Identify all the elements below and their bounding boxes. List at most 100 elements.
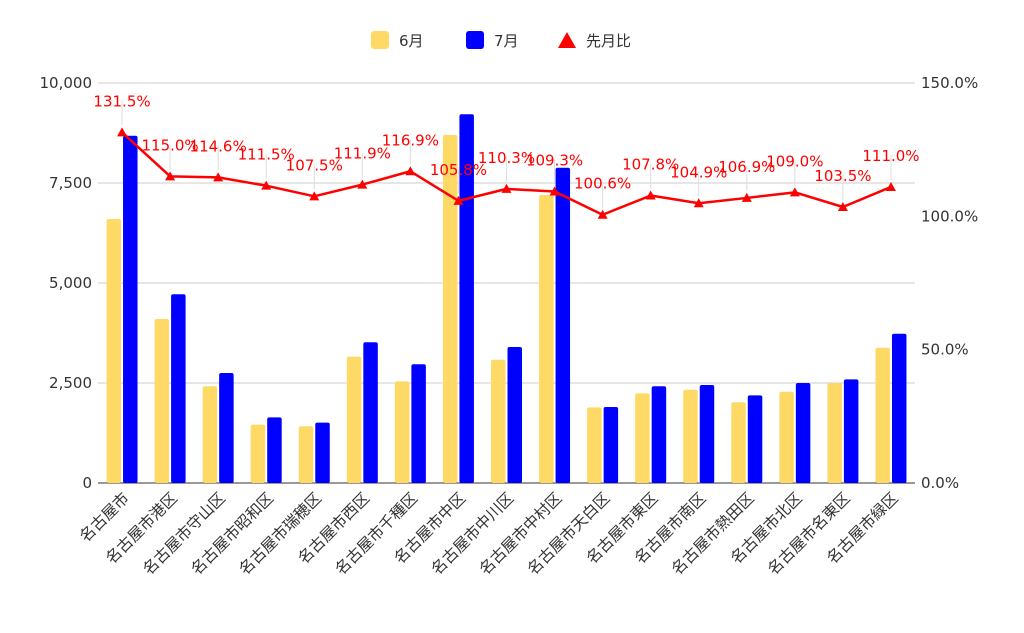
bar-july bbox=[843, 379, 859, 483]
ratio-marker bbox=[165, 171, 176, 181]
gridlines bbox=[98, 82, 915, 484]
bar-july bbox=[891, 333, 907, 483]
left-tick-label: 7,500 bbox=[49, 174, 92, 192]
legend-swatch-june bbox=[371, 31, 389, 49]
bar-july bbox=[507, 347, 522, 483]
x-axis-labels: 名古屋市名古屋市港区名古屋市守山区名古屋市昭和区名古屋市瑞穂区名古屋市西区名古屋… bbox=[76, 489, 902, 578]
x-tick-label: 名古屋市千種区 bbox=[332, 489, 421, 578]
bar-july bbox=[555, 167, 571, 484]
ratio-marker bbox=[213, 172, 224, 182]
bar-june bbox=[827, 383, 842, 483]
ratio-data-label: 116.9% bbox=[382, 131, 439, 149]
ratio-marker bbox=[789, 187, 800, 197]
bar-june bbox=[635, 393, 650, 483]
bar-july bbox=[699, 385, 715, 483]
right-tick-label: 50.0% bbox=[921, 341, 969, 359]
bar-july bbox=[795, 383, 811, 483]
bar-july bbox=[603, 407, 619, 483]
ratio-marker bbox=[645, 190, 656, 200]
bar-june bbox=[779, 391, 794, 483]
ratio-data-label: 131.5% bbox=[93, 92, 150, 110]
left-tick-label: 2,500 bbox=[49, 374, 92, 392]
ratio-marker bbox=[405, 166, 416, 176]
bar-june bbox=[539, 195, 554, 483]
x-tick-label: 名古屋市中村区 bbox=[476, 489, 565, 578]
ratio-marker bbox=[597, 209, 608, 219]
right-tick-label: 0.0% bbox=[921, 474, 959, 492]
legend-item-july: 7月 bbox=[466, 28, 519, 52]
chart-legend: 6月 7月 先月比 bbox=[0, 28, 1024, 52]
ratio-data-label: 109.0% bbox=[766, 152, 823, 170]
bar-june bbox=[491, 359, 506, 483]
x-tick-label: 名古屋市中川区 bbox=[428, 489, 517, 578]
left-tick-label: 5,000 bbox=[49, 274, 92, 292]
bar-june bbox=[346, 356, 362, 483]
bar-june bbox=[875, 347, 890, 483]
x-tick-label: 名古屋市守山区 bbox=[140, 489, 229, 578]
legend-item-june: 6月 bbox=[371, 28, 424, 52]
x-tick-label: 名古屋市名東区 bbox=[764, 489, 853, 578]
bar-july bbox=[219, 373, 234, 483]
bar-july bbox=[363, 342, 378, 483]
ratio-marker bbox=[357, 179, 368, 189]
legend-label-ratio: 先月比 bbox=[586, 31, 632, 50]
ratio-marker bbox=[453, 195, 464, 205]
right-tick-label: 150.0% bbox=[921, 74, 978, 92]
ratio-data-label: 109.3% bbox=[526, 152, 583, 170]
x-tick-label: 名古屋市天白区 bbox=[524, 489, 613, 578]
ratio-data-label: 105.8% bbox=[430, 161, 487, 179]
right-axis: 0.0% 50.0% 100.0% 150.0% bbox=[921, 74, 978, 492]
legend-item-ratio: 先月比 bbox=[558, 28, 631, 52]
ratio-marker bbox=[309, 191, 320, 201]
ratio-marker bbox=[741, 192, 752, 202]
ratio-data-label: 114.6% bbox=[190, 137, 247, 155]
ratio-data-label: 100.6% bbox=[574, 175, 631, 193]
ratio-data-label: 104.9% bbox=[670, 163, 727, 181]
bar-june bbox=[587, 407, 602, 483]
ratio-data-label: 106.9% bbox=[718, 158, 775, 176]
bar-june bbox=[442, 135, 458, 483]
ratio-marker bbox=[261, 180, 272, 190]
bar-series bbox=[106, 114, 907, 484]
x-tick-label: 名古屋市昭和区 bbox=[188, 489, 277, 578]
ratio-marker bbox=[885, 182, 896, 191]
bar-july bbox=[411, 364, 426, 483]
left-tick-label: 0 bbox=[82, 474, 92, 492]
ratio-data-label: 111.9% bbox=[334, 145, 391, 163]
bar-june bbox=[731, 402, 746, 483]
bar-june bbox=[106, 219, 122, 483]
bar-july bbox=[747, 395, 763, 483]
legend-label-july: 7月 bbox=[494, 31, 519, 50]
legend-triangle-icon bbox=[558, 32, 576, 48]
legend-swatch-july bbox=[466, 31, 484, 49]
left-axis: 0 2,500 5,000 7,500 10,000 bbox=[40, 74, 93, 492]
ratio-data-label: 107.5% bbox=[286, 156, 343, 174]
ratio-data-label: 103.5% bbox=[814, 167, 871, 185]
ratio-data-label: 111.0% bbox=[862, 147, 919, 165]
ratio-marker bbox=[549, 186, 560, 196]
x-tick-label: 名古屋市熱田区 bbox=[668, 489, 757, 578]
bar-june bbox=[202, 386, 218, 483]
right-tick-label: 100.0% bbox=[921, 207, 978, 225]
ratio-marker bbox=[501, 183, 512, 193]
ratio-data-label: 111.5% bbox=[238, 146, 295, 164]
ratio-data-label: 110.3% bbox=[478, 149, 535, 167]
ratio-marker bbox=[117, 127, 128, 137]
ratio-data-label: 115.0% bbox=[141, 136, 198, 154]
bar-june bbox=[394, 381, 410, 483]
x-tick-label: 名古屋市瑞穂区 bbox=[236, 489, 325, 578]
bar-june bbox=[298, 426, 314, 483]
bar-july bbox=[267, 417, 282, 483]
bar-july bbox=[651, 386, 667, 483]
ratio-marker bbox=[837, 202, 848, 211]
ratio-marker bbox=[693, 198, 704, 208]
bar-july bbox=[123, 135, 138, 484]
left-tick-label: 10,000 bbox=[40, 74, 93, 92]
ratio-data-label: 107.8% bbox=[622, 156, 679, 174]
bar-july bbox=[459, 114, 474, 483]
bar-june bbox=[154, 319, 170, 483]
bar-july bbox=[171, 294, 186, 483]
bar-june bbox=[683, 389, 698, 483]
legend-label-june: 6月 bbox=[399, 31, 424, 50]
